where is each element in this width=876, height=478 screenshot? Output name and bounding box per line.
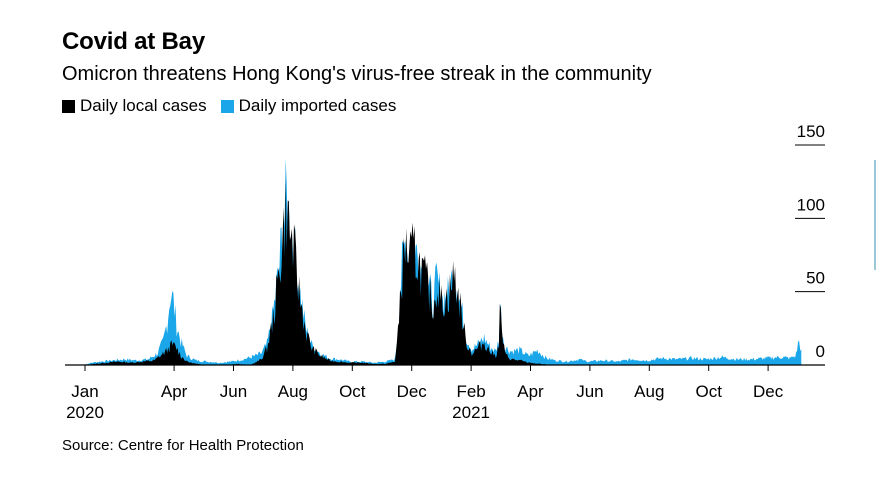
x-tick-label-3: Aug <box>278 382 308 401</box>
x-tick-label-6: Feb <box>456 382 485 401</box>
y-tick-label-0: 0 <box>816 342 825 361</box>
x-tick-year-0: 2020 <box>66 403 104 422</box>
x-tick-label-10: Oct <box>695 382 722 401</box>
series-area-local <box>83 178 802 365</box>
x-tick-label-5: Dec <box>397 382 428 401</box>
legend-swatch-imported <box>220 99 234 113</box>
y-tick-label-50: 50 <box>806 269 825 288</box>
legend-item-imported: Daily imported cases <box>220 96 397 116</box>
legend: Daily local cases Daily imported cases <box>62 96 410 116</box>
y-tick-label-100: 100 <box>797 195 825 214</box>
legend-item-local: Daily local cases <box>62 96 207 116</box>
x-tick-label-11: Dec <box>753 382 784 401</box>
scroll-edge-marker <box>874 160 876 270</box>
x-tick-year-6: 2021 <box>452 403 490 422</box>
x-tick-label-7: Apr <box>517 382 544 401</box>
legend-label-local: Daily local cases <box>80 96 207 115</box>
source-note: Source: Centre for Health Protection <box>62 437 304 454</box>
x-tick-label-2: Jun <box>220 382 247 401</box>
legend-swatch-local <box>62 99 75 113</box>
chart-subtitle: Omicron threatens Hong Kong's virus-free… <box>62 63 652 85</box>
x-tick-label-1: Apr <box>161 382 188 401</box>
x-tick-label-4: Oct <box>339 382 366 401</box>
legend-label-imported: Daily imported cases <box>238 96 397 115</box>
x-tick-label-8: Jun <box>576 382 603 401</box>
x-tick-label-0: Jan <box>71 382 98 401</box>
y-tick-label-150: 150 <box>797 122 825 141</box>
chart-title: Covid at Bay <box>62 28 205 55</box>
x-tick-label-9: Aug <box>634 382 664 401</box>
